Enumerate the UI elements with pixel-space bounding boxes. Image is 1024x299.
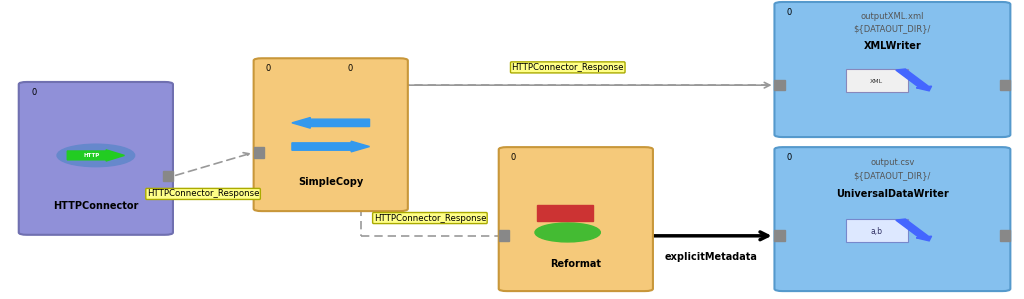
Text: outputXML.xml: outputXML.xml <box>860 12 924 21</box>
Text: a,b: a,b <box>870 227 882 236</box>
Circle shape <box>535 223 600 242</box>
Bar <box>1000 231 1011 241</box>
Bar <box>847 69 907 92</box>
Bar <box>774 231 784 241</box>
Text: HTTPConnector: HTTPConnector <box>53 201 138 211</box>
FancyArrow shape <box>68 150 125 161</box>
Text: HTTP: HTTP <box>84 153 100 158</box>
Bar <box>847 219 907 242</box>
Text: ${DATAOUT_DIR}/: ${DATAOUT_DIR}/ <box>854 171 931 181</box>
FancyArrow shape <box>292 118 370 128</box>
Text: Reformat: Reformat <box>550 259 601 269</box>
Text: output.csv: output.csv <box>870 158 914 167</box>
Bar <box>499 231 509 241</box>
Text: 0: 0 <box>786 8 792 17</box>
Text: 0: 0 <box>266 64 271 73</box>
Bar <box>254 147 264 158</box>
Text: 0: 0 <box>347 64 352 73</box>
Bar <box>1000 80 1011 91</box>
FancyBboxPatch shape <box>774 147 1011 291</box>
Text: HTTPConnector_Response: HTTPConnector_Response <box>146 190 259 199</box>
Bar <box>774 80 784 91</box>
Text: 0: 0 <box>511 153 516 162</box>
FancyBboxPatch shape <box>18 82 173 235</box>
Text: 0: 0 <box>786 153 792 162</box>
FancyArrow shape <box>896 219 932 241</box>
Text: HTTPConnector_Response: HTTPConnector_Response <box>512 63 624 72</box>
FancyArrow shape <box>292 141 370 152</box>
Text: 0: 0 <box>31 88 36 97</box>
Text: HTTPConnector_Response: HTTPConnector_Response <box>374 213 486 222</box>
Text: XML: XML <box>869 79 883 84</box>
Text: explicitMetadata: explicitMetadata <box>665 251 757 262</box>
Text: ${DATAOUT_DIR}/: ${DATAOUT_DIR}/ <box>854 25 931 33</box>
Text: XMLWriter: XMLWriter <box>863 41 922 51</box>
FancyBboxPatch shape <box>499 147 653 291</box>
Text: SimpleCopy: SimpleCopy <box>298 177 364 187</box>
FancyBboxPatch shape <box>774 2 1011 137</box>
Bar <box>163 171 173 181</box>
FancyArrow shape <box>896 69 932 91</box>
Text: UniversalDataWriter: UniversalDataWriter <box>836 189 949 199</box>
Bar <box>537 205 593 222</box>
FancyBboxPatch shape <box>254 58 408 211</box>
Circle shape <box>57 144 135 167</box>
